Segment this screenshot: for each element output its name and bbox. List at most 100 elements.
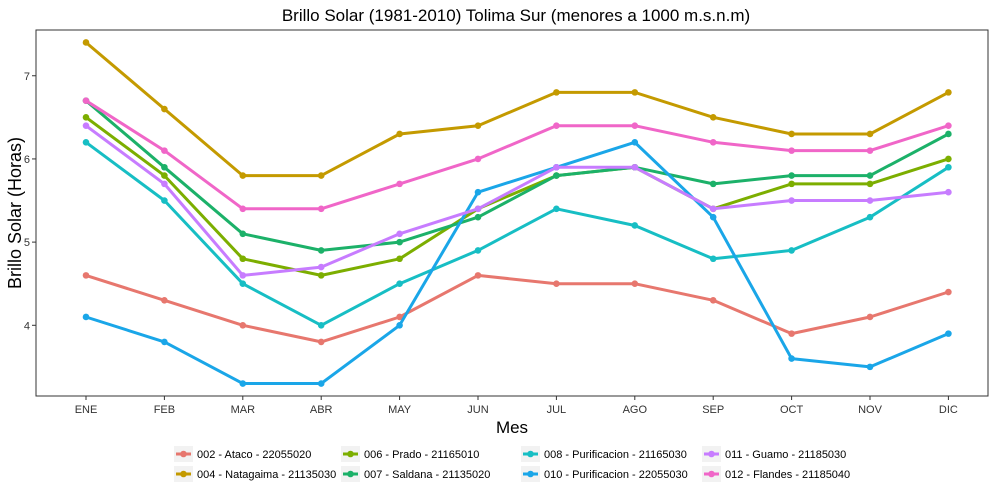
- x-tick-label: SEP: [702, 404, 724, 416]
- data-point: [161, 105, 168, 113]
- data-point: [945, 155, 952, 163]
- data-point: [317, 172, 325, 179]
- data-point: [474, 188, 482, 196]
- data-point: [474, 247, 482, 254]
- legend-label: 002 - Ataco - 22055020: [197, 449, 311, 461]
- data-point: [82, 114, 90, 121]
- data-point: [631, 89, 639, 96]
- legend-key-point: [527, 470, 534, 478]
- data-point: [474, 272, 482, 279]
- legend-item: 002 - Ataco - 22055020: [174, 446, 311, 462]
- legend-key-point: [527, 450, 534, 458]
- series-line-2: [84, 41, 950, 178]
- x-tick-label: FEB: [154, 404, 175, 416]
- data-point: [396, 130, 403, 138]
- chart-title: Brillo Solar (1981-2010) Tolima Sur (men…: [282, 6, 750, 25]
- data-point: [396, 313, 403, 321]
- x-tick-label: MAR: [231, 404, 256, 416]
- data-point: [709, 255, 717, 263]
- data-point: [709, 180, 717, 188]
- data-point: [396, 238, 403, 246]
- x-axis-ticks: ENE FEB MAR ABR MAY JUN JUL AGO SEP OCT NOV DIC: [75, 396, 958, 416]
- x-tick-label: JUN: [467, 404, 488, 416]
- legend-key-point: [180, 470, 187, 478]
- data-point: [866, 313, 874, 321]
- series-line-4: [84, 99, 950, 252]
- data-point: [396, 280, 403, 288]
- legend-key-point: [708, 450, 715, 458]
- data-point: [317, 380, 325, 387]
- legend-key-point: [708, 470, 715, 478]
- x-tick-label: MAY: [388, 404, 412, 416]
- data-point: [631, 122, 639, 129]
- data-point: [317, 272, 325, 279]
- x-tick-label: OCT: [780, 404, 804, 416]
- y-tick-label: 4: [24, 320, 30, 332]
- data-point: [474, 155, 482, 163]
- legend-item: 006 - Prado - 21165010: [341, 446, 479, 462]
- legend-item: 012 - Flandes - 21185040: [702, 466, 850, 482]
- legend-label: 008 - Purificacion - 21165030: [544, 449, 687, 461]
- data-point: [788, 197, 795, 204]
- data-point: [866, 172, 874, 179]
- legend-key-point: [180, 450, 187, 458]
- legend-label: 007 - Saldana - 21135020: [364, 469, 490, 481]
- data-point: [317, 247, 325, 254]
- plot-marks: [82, 39, 952, 387]
- series-line-7: [84, 124, 950, 277]
- data-point: [866, 180, 874, 188]
- data-point: [553, 163, 560, 171]
- x-tick-label: ABR: [310, 404, 333, 416]
- data-point: [945, 188, 952, 196]
- data-point: [945, 122, 952, 129]
- legend-item: 010 - Purificacion - 22055030: [521, 466, 688, 482]
- data-point: [82, 138, 90, 146]
- data-point: [553, 122, 560, 129]
- data-point: [631, 138, 639, 146]
- y-tick-label: 6: [24, 154, 30, 166]
- data-point: [788, 247, 795, 254]
- data-point: [788, 130, 795, 138]
- data-point: [709, 138, 717, 146]
- data-point: [161, 197, 168, 204]
- legend-item: 008 - Purificacion - 21165030: [521, 446, 687, 462]
- data-point: [82, 122, 90, 129]
- data-point: [945, 330, 952, 337]
- data-point: [788, 355, 795, 362]
- data-point: [239, 205, 247, 213]
- x-tick-label: JUL: [547, 404, 567, 416]
- x-axis-title: Mes: [496, 418, 528, 437]
- data-point: [474, 205, 482, 213]
- data-point: [945, 163, 952, 171]
- legend-item: 007 - Saldana - 21135020: [341, 466, 490, 482]
- data-point: [553, 172, 560, 179]
- data-point: [866, 363, 874, 371]
- data-point: [474, 213, 482, 221]
- data-point: [161, 147, 168, 154]
- data-point: [239, 272, 247, 279]
- series-line-6: [84, 140, 950, 385]
- data-point: [709, 213, 717, 221]
- data-point: [317, 205, 325, 213]
- data-point: [161, 163, 168, 171]
- series-line-1: [84, 273, 950, 344]
- legend-label: 010 - Purificacion - 22055030: [544, 469, 688, 481]
- data-point: [866, 213, 874, 221]
- legend-label: 011 - Guamo - 21185030: [725, 449, 846, 461]
- data-point: [866, 147, 874, 154]
- data-point: [239, 172, 247, 179]
- data-point: [82, 97, 90, 105]
- data-point: [709, 114, 717, 121]
- data-point: [631, 163, 639, 171]
- data-point: [945, 130, 952, 138]
- legend-label: 012 - Flandes - 21185040: [725, 469, 850, 481]
- data-point: [161, 172, 168, 179]
- data-point: [317, 338, 325, 346]
- data-point: [82, 313, 90, 321]
- data-point: [396, 255, 403, 263]
- data-point: [553, 280, 560, 288]
- data-point: [161, 180, 168, 188]
- y-tick-label: 5: [24, 237, 30, 249]
- legend-label: 006 - Prado - 21165010: [364, 449, 479, 461]
